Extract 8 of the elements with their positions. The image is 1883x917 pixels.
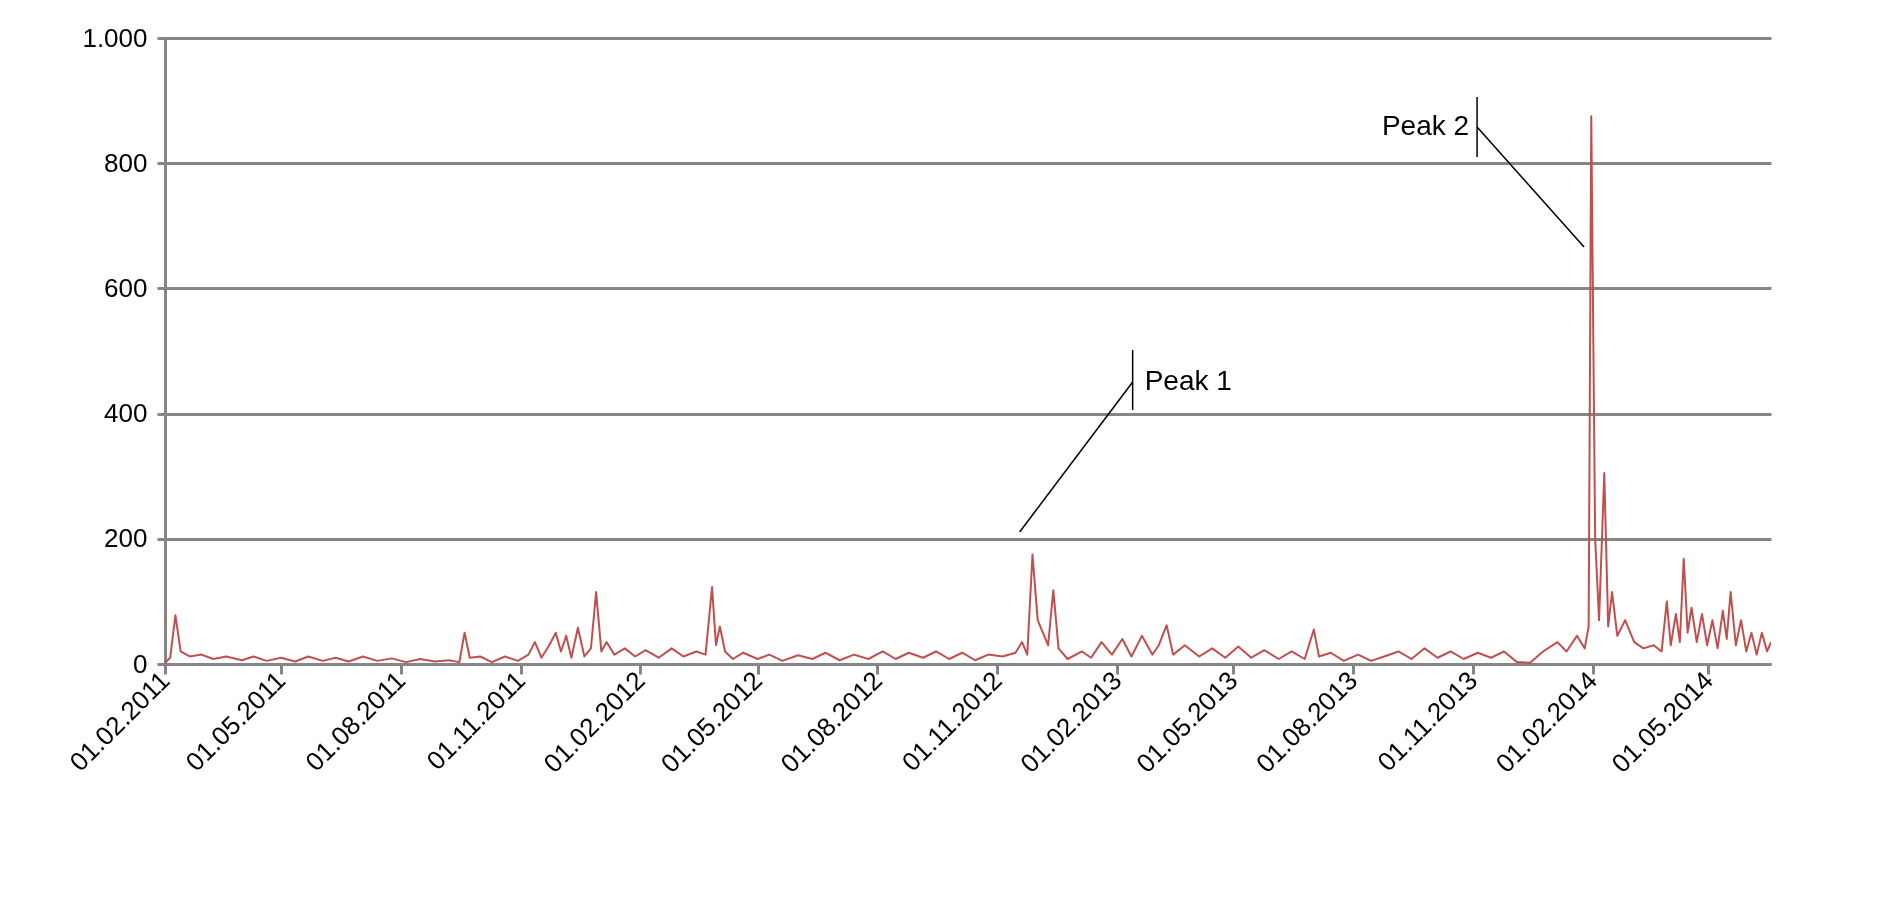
y-tick-label: 600 <box>104 272 148 303</box>
annotation: Peak 2 <box>1381 110 1470 141</box>
y-tick-label: 1.000 <box>82 22 148 53</box>
y-tick-label: 0 <box>133 648 148 679</box>
y-tick-label: 800 <box>104 147 148 178</box>
y-tick-label: 400 <box>104 398 148 429</box>
y-tick-label: 200 <box>104 523 148 554</box>
annotation: Peak 1 <box>1144 365 1232 396</box>
